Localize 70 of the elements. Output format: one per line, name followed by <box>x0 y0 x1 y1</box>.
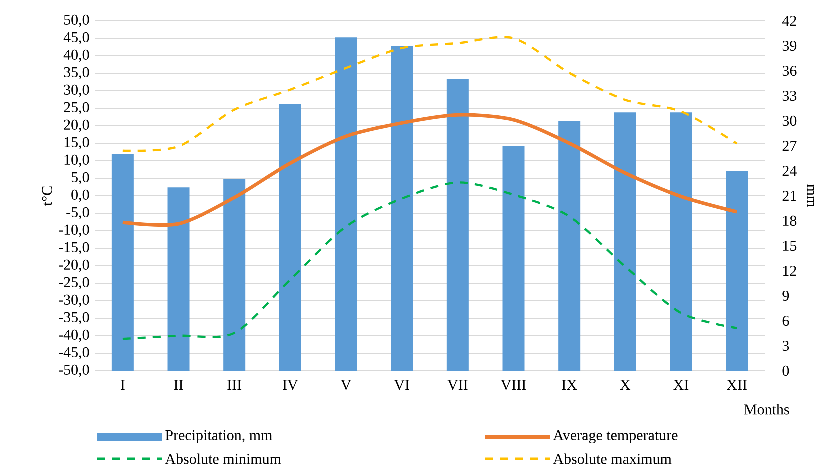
x-tick-label: VII <box>448 380 468 390</box>
bar <box>168 188 190 371</box>
y2-tick-label: 36 <box>782 66 797 76</box>
x-axis-title: Months <box>744 404 790 415</box>
x-tick-label: I <box>120 380 125 390</box>
y-tick-label: -25,0 <box>59 277 90 290</box>
x-tick-label: VI <box>394 380 410 390</box>
y-tick-label: -30,0 <box>59 294 90 308</box>
y-tick-label: 5,0 <box>72 172 90 185</box>
x-tick-label: IX <box>562 380 578 390</box>
legend-label: Precipitation, mm <box>166 430 272 444</box>
y-tick-label: 45,0 <box>64 32 90 45</box>
y2-tick-label: 39 <box>782 40 797 52</box>
legend-label: Absolute minimum <box>165 454 282 464</box>
y2-tick-label: 21 <box>782 191 796 201</box>
bar <box>279 104 302 371</box>
line-series <box>121 113 739 227</box>
y-tick-label: -5,0 <box>66 207 90 220</box>
y2-tick-label: 18 <box>784 216 797 226</box>
y2-tick-label: 0 <box>782 366 790 376</box>
line-series <box>122 36 738 152</box>
bar <box>502 146 525 371</box>
bar <box>446 79 469 371</box>
y-tick-label: -45,0 <box>59 347 90 360</box>
y-tick-label: 35,0 <box>64 67 90 80</box>
x-tick-label: IV <box>283 380 298 390</box>
y2-tick-label: 27 <box>782 141 797 151</box>
bar <box>224 179 246 371</box>
y-tick-label: 40,0 <box>64 50 90 62</box>
y-tick-label: -35,0 <box>59 312 90 325</box>
x-tick-label: XII <box>726 380 747 390</box>
y-tick-label: -40,0 <box>59 330 90 342</box>
bar <box>391 46 414 371</box>
y2-axis-title: mm <box>807 184 814 208</box>
y-tick-label: 25,0 <box>64 102 90 115</box>
legend-label: Average temperature <box>553 430 678 444</box>
bar <box>670 112 692 371</box>
y-tick-label: 50,0 <box>64 14 90 28</box>
y-tick-label: 30,0 <box>64 84 90 98</box>
x-tick-label: XI <box>674 380 689 390</box>
y-tick-label: 20,0 <box>64 120 90 132</box>
x-tick-label: VIII <box>501 380 526 390</box>
y-tick-label: -50,0 <box>59 364 90 378</box>
y2-tick-label: 33 <box>782 90 797 102</box>
x-tick-label: X <box>620 380 631 390</box>
x-tick-label: V <box>341 380 352 390</box>
y2-tick-label: 15 <box>784 240 797 252</box>
y-axis-title: t°C <box>42 186 52 206</box>
line-series <box>122 182 738 340</box>
x-tick-label: III <box>228 380 242 390</box>
y-tick-label: 0,0 <box>72 190 90 202</box>
bar <box>335 38 358 371</box>
y2-tick-label: 24 <box>782 166 797 176</box>
y2-tick-label: 9 <box>782 290 790 302</box>
bar <box>726 170 748 371</box>
legend-label: Absolute maximum <box>553 454 672 464</box>
y-tick-label: 10,0 <box>64 154 90 168</box>
y-tick-label: -10,0 <box>59 224 90 238</box>
bar <box>112 154 134 371</box>
y2-tick-label: 30 <box>782 116 797 126</box>
y-tick-label: -20,0 <box>59 260 90 272</box>
bar <box>558 120 581 371</box>
y2-tick-label: 42 <box>782 16 796 26</box>
y2-tick-label: 3 <box>782 340 790 352</box>
y2-tick-label: 6 <box>782 316 790 326</box>
y-tick-label: -15,0 <box>59 242 90 255</box>
x-tick-label: II <box>174 380 184 390</box>
bar <box>614 112 636 371</box>
y2-tick-label: 12 <box>784 266 796 276</box>
y-tick-label: 15,0 <box>64 137 90 150</box>
